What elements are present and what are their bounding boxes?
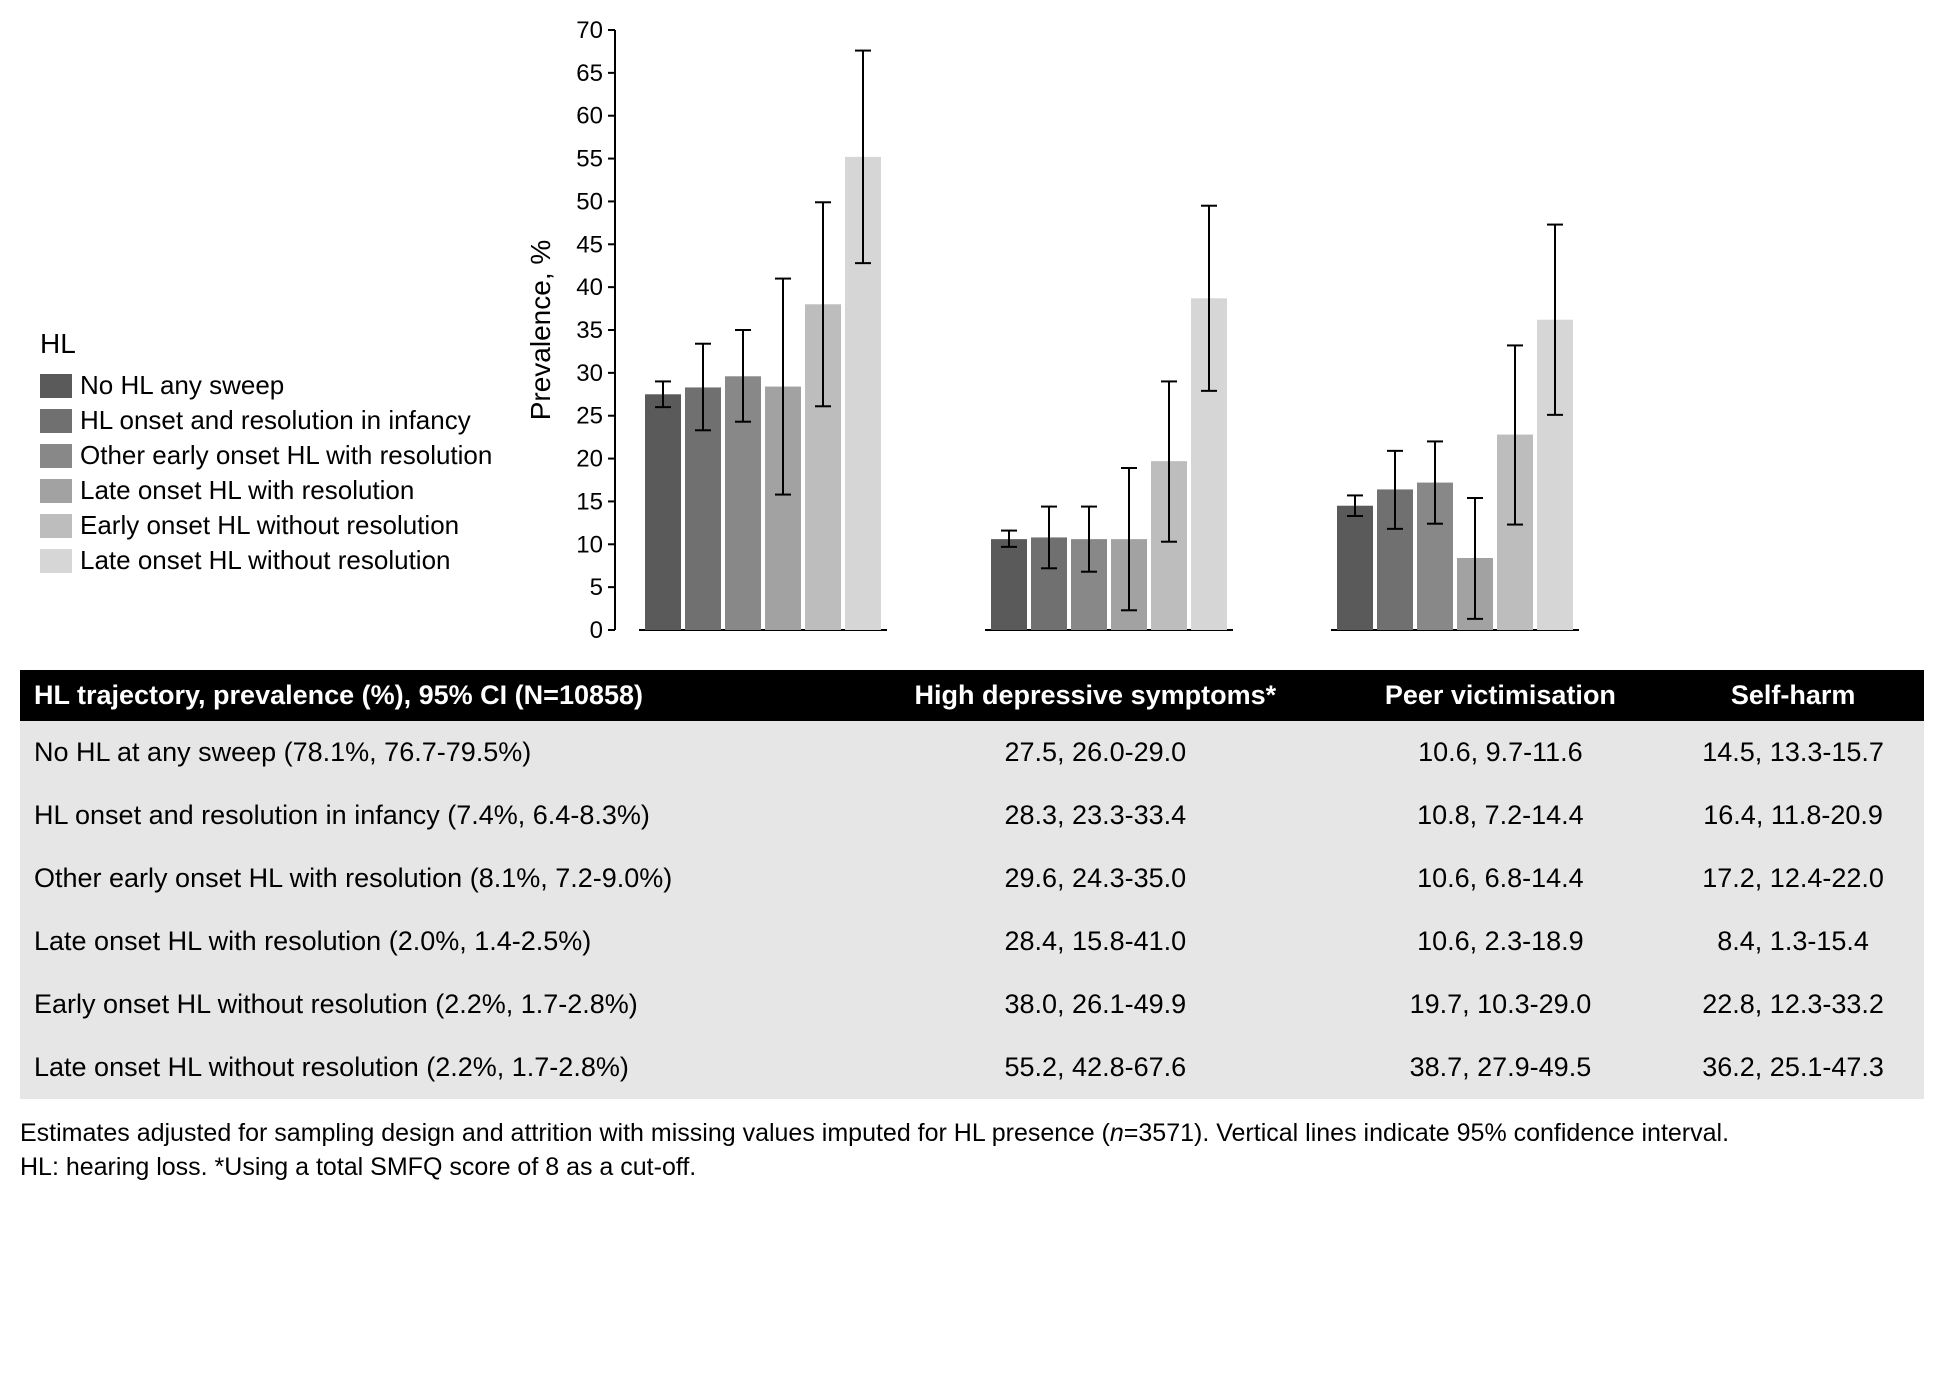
svg-text:70: 70	[576, 20, 603, 44]
table-cell: 10.8, 7.2-14.4	[1339, 784, 1663, 847]
legend-item: HL onset and resolution in infancy	[40, 405, 520, 436]
bar	[1337, 506, 1373, 630]
table-cell: 16.4, 11.8-20.9	[1662, 784, 1924, 847]
svg-text:Prevalence, %: Prevalence, %	[525, 240, 556, 421]
table-cell: 10.6, 9.7-11.6	[1339, 721, 1663, 784]
svg-text:30: 30	[576, 360, 603, 387]
table-row: HL onset and resolution in infancy (7.4%…	[20, 784, 1924, 847]
table-header: HL trajectory, prevalence (%), 95% CI (N…	[20, 670, 1924, 721]
legend-swatch	[40, 409, 72, 433]
table-cell: 38.0, 26.1-49.9	[852, 973, 1339, 1036]
bar	[991, 539, 1027, 630]
svg-text:35: 35	[576, 317, 603, 344]
svg-text:40: 40	[576, 274, 603, 301]
table-header-cell: HL trajectory, prevalence (%), 95% CI (N…	[20, 670, 852, 721]
legend-title: HL	[40, 328, 520, 360]
legend-label: Late onset HL with resolution	[80, 475, 414, 506]
svg-text:60: 60	[576, 103, 603, 130]
table-cell: 55.2, 42.8-67.6	[852, 1036, 1339, 1099]
chart-area: 0 5 10 15 20 25 30 35 40 45 50 55 60 65 70 Prevalence, …	[520, 20, 1924, 660]
legend-item: Other early onset HL with resolution	[40, 440, 520, 471]
svg-text:5: 5	[590, 574, 603, 601]
legend-swatch	[40, 549, 72, 573]
table-cell: 8.4, 1.3-15.4	[1662, 910, 1924, 973]
top-section: HL No HL any sweep HL onset and resolutio…	[20, 20, 1924, 660]
data-table: HL trajectory, prevalence (%), 95% CI (N…	[20, 670, 1924, 1099]
svg-text:50: 50	[576, 188, 603, 215]
table-row: Other early onset HL with resolution (8.…	[20, 847, 1924, 910]
legend-label: Late onset HL without resolution	[80, 545, 451, 576]
table-cell: 10.6, 6.8-14.4	[1339, 847, 1663, 910]
table-cell: HL onset and resolution in infancy (7.4%…	[20, 784, 852, 847]
table-cell: Late onset HL without resolution (2.2%, …	[20, 1036, 852, 1099]
table-row: Late onset HL with resolution (2.0%, 1.4…	[20, 910, 1924, 973]
legend-items: No HL any sweep HL onset and resolution i…	[40, 370, 520, 576]
table-cell: No HL at any sweep (78.1%, 76.7-79.5%)	[20, 721, 852, 784]
table-cell: 22.8, 12.3-33.2	[1662, 973, 1924, 1036]
legend-label: Other early onset HL with resolution	[80, 440, 492, 471]
svg-text:45: 45	[576, 231, 603, 258]
table-row: Early onset HL without resolution (2.2%,…	[20, 973, 1924, 1036]
table-cell: Early onset HL without resolution (2.2%,…	[20, 973, 852, 1036]
legend-item: Late onset HL without resolution	[40, 545, 520, 576]
footnote-n: n	[1110, 1119, 1124, 1147]
legend-swatch	[40, 479, 72, 503]
legend-label: No HL any sweep	[80, 370, 284, 401]
table-cell: 29.6, 24.3-35.0	[852, 847, 1339, 910]
table-body: No HL at any sweep (78.1%, 76.7-79.5%)27…	[20, 721, 1924, 1099]
table-cell: Late onset HL with resolution (2.0%, 1.4…	[20, 910, 852, 973]
table-cell: 14.5, 13.3-15.7	[1662, 721, 1924, 784]
table-cell: 28.3, 23.3-33.4	[852, 784, 1339, 847]
footnote-line1a: Estimates adjusted for sampling design a…	[20, 1119, 1110, 1147]
table-cell: 10.6, 2.3-18.9	[1339, 910, 1663, 973]
bar	[645, 394, 681, 630]
data-table-container: HL trajectory, prevalence (%), 95% CI (N…	[20, 670, 1924, 1099]
legend-label: Early onset HL without resolution	[80, 510, 459, 541]
legend: HL No HL any sweep HL onset and resolutio…	[20, 328, 520, 660]
table-cell: 28.4, 15.8-41.0	[852, 910, 1339, 973]
legend-label: HL onset and resolution in infancy	[80, 405, 471, 436]
table-cell: 27.5, 26.0-29.0	[852, 721, 1339, 784]
legend-swatch	[40, 444, 72, 468]
svg-text:20: 20	[576, 446, 603, 473]
footnote-line1b: =3571). Vertical lines indicate 95% conf…	[1124, 1119, 1729, 1147]
svg-text:65: 65	[576, 60, 603, 87]
bar-chart-svg: 0 5 10 15 20 25 30 35 40 45 50 55 60 65 70 Prevalence, …	[520, 20, 1924, 660]
table-row: No HL at any sweep (78.1%, 76.7-79.5%)27…	[20, 721, 1924, 784]
table-row: Late onset HL without resolution (2.2%, …	[20, 1036, 1924, 1099]
svg-text:25: 25	[576, 403, 603, 430]
legend-item: Late onset HL with resolution	[40, 475, 520, 506]
table-header-cell: Self-harm	[1662, 670, 1924, 721]
svg-text:55: 55	[576, 146, 603, 173]
table-cell: Other early onset HL with resolution (8.…	[20, 847, 852, 910]
legend-item: No HL any sweep	[40, 370, 520, 401]
svg-text:10: 10	[576, 531, 603, 558]
table-cell: 38.7, 27.9-49.5	[1339, 1036, 1663, 1099]
svg-text:0: 0	[590, 617, 603, 644]
table-cell: 17.2, 12.4-22.0	[1662, 847, 1924, 910]
footnote: Estimates adjusted for sampling design a…	[20, 1117, 1924, 1185]
legend-item: Early onset HL without resolution	[40, 510, 520, 541]
table-cell: 36.2, 25.1-47.3	[1662, 1036, 1924, 1099]
svg-text:15: 15	[576, 488, 603, 515]
table-header-cell: High depressive symptoms*	[852, 670, 1339, 721]
table-cell: 19.7, 10.3-29.0	[1339, 973, 1663, 1036]
legend-swatch	[40, 374, 72, 398]
legend-swatch	[40, 514, 72, 538]
footnote-line2: HL: hearing loss. *Using a total SMFQ sc…	[20, 1153, 696, 1181]
table-header-cell: Peer victimisation	[1339, 670, 1663, 721]
